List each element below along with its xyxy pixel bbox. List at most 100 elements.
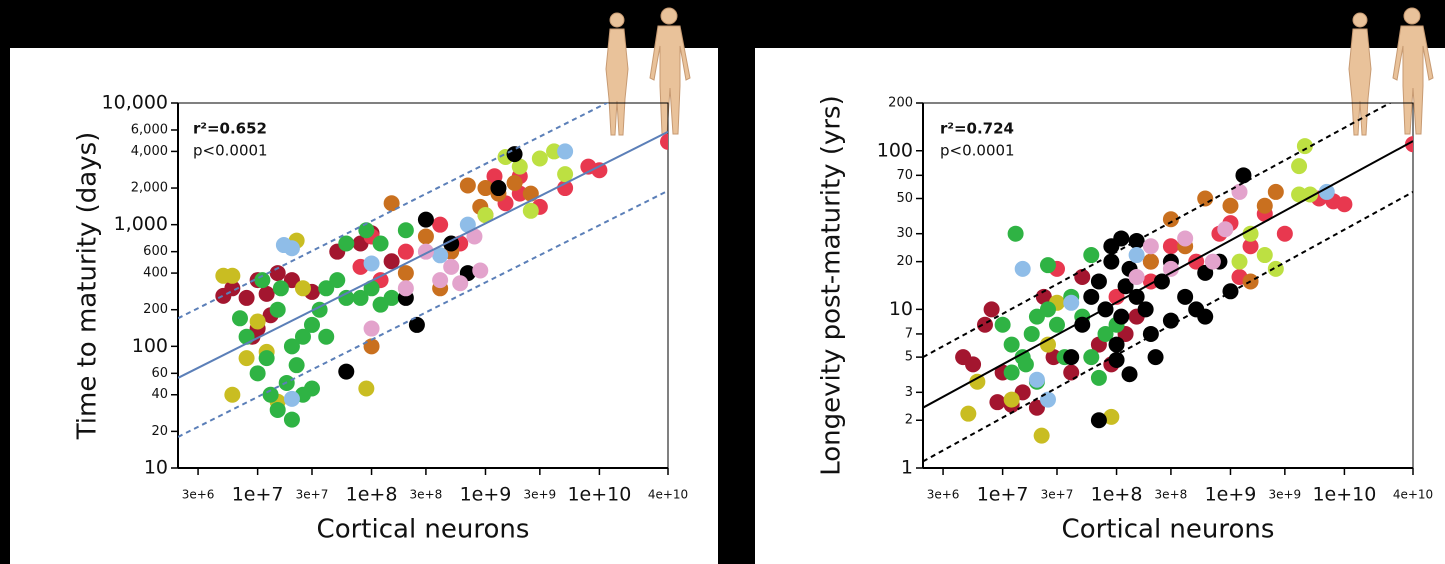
confidence-line [178, 103, 609, 320]
point [557, 143, 574, 160]
y-tick-label: 10,000 [102, 92, 168, 114]
point [283, 240, 300, 257]
y-tick-label: 400 [143, 266, 168, 281]
annotation: r²=0.724 [940, 120, 1014, 138]
point [1090, 412, 1107, 429]
male-figure [649, 7, 691, 135]
point [1063, 294, 1080, 311]
point [1177, 230, 1194, 247]
point [1113, 308, 1130, 325]
point [1014, 260, 1031, 277]
point [1023, 325, 1040, 342]
point [1063, 349, 1080, 366]
point [1003, 391, 1020, 408]
point [1103, 253, 1120, 270]
x-tick-label: 1e+7 [977, 484, 1029, 506]
point [1162, 238, 1179, 255]
point [288, 357, 305, 374]
point [269, 301, 286, 318]
annotation: p<0.0001 [193, 142, 268, 160]
point [1197, 308, 1214, 325]
point [511, 158, 528, 175]
y-tick-label: 10 [144, 457, 168, 479]
y-tick-label: 7 [905, 326, 913, 341]
point [1128, 268, 1145, 285]
point [1142, 253, 1159, 270]
x-axis-title: Cortical neurons [317, 515, 530, 545]
x-tick-label: 1e+9 [1205, 484, 1257, 506]
point [1121, 366, 1138, 383]
regression-line [178, 130, 668, 379]
point [432, 247, 449, 264]
x-tick-label: 1e+8 [346, 484, 398, 506]
point [1074, 316, 1091, 333]
point [522, 185, 539, 202]
point [1162, 211, 1179, 228]
point [1162, 260, 1179, 277]
point [969, 373, 986, 390]
point [1108, 336, 1125, 353]
point [1177, 288, 1194, 305]
y-tick-label: 2,000 [131, 181, 168, 196]
point [1017, 356, 1034, 373]
point [338, 289, 355, 306]
point [546, 143, 563, 160]
confidence-line [178, 189, 668, 438]
x-tick-label: 3e+9 [1268, 488, 1301, 502]
y-axis-title: Time to maturity (days) [73, 132, 103, 441]
point [358, 222, 375, 239]
point [1028, 371, 1045, 388]
y-tick-label: 1 [901, 457, 913, 479]
y-tick-label: 50 [896, 191, 913, 206]
point [1117, 278, 1134, 295]
y-tick-label: 200 [888, 96, 913, 111]
y-tick-label: 70 [896, 168, 913, 183]
point [506, 146, 523, 163]
point [1267, 183, 1284, 200]
point [303, 380, 320, 397]
point [965, 356, 982, 373]
point [363, 280, 380, 297]
point [417, 211, 434, 228]
point [1296, 138, 1313, 155]
x-tick-label: 4e+10 [1393, 488, 1433, 502]
point [1336, 196, 1353, 213]
point [338, 363, 355, 380]
x-tick-label: 3e+9 [523, 488, 556, 502]
x-tick-label: 1e+10 [567, 484, 631, 506]
point [258, 350, 275, 367]
x-tick-label: 1e+9 [460, 484, 512, 506]
point [660, 133, 668, 150]
y-tick-label: 100 [132, 335, 168, 357]
point [269, 265, 286, 282]
point [1222, 197, 1239, 214]
point [1231, 183, 1248, 200]
point [1048, 316, 1065, 333]
point [1083, 288, 1100, 305]
point [522, 202, 539, 219]
point [1035, 288, 1052, 305]
point [352, 289, 369, 306]
female-figure [605, 12, 629, 136]
point [1007, 225, 1024, 242]
chart: 10 20 40 60 100 200 400 600 1,000 2,000 4,000 6,000… [73, 92, 689, 545]
y-tick-label: 600 [143, 244, 168, 259]
point [1256, 197, 1273, 214]
y-tick-label: 5 [905, 350, 913, 365]
point [383, 253, 400, 270]
y-tick-label: 30 [896, 226, 913, 241]
point [254, 272, 271, 289]
x-tick-label: 3e+7 [1041, 488, 1074, 502]
chart: 1 2 3 5 7 10 20 30 50 70 100 200 3e+6 1e+7 3e+7 1e+8 3e+… [817, 95, 1434, 544]
point [1045, 349, 1062, 366]
point [224, 386, 241, 403]
point [1103, 408, 1120, 425]
point [459, 177, 476, 194]
point [1231, 253, 1248, 270]
point [1074, 268, 1091, 285]
confidence-line [923, 103, 1393, 359]
point [1083, 247, 1100, 264]
point [1197, 264, 1214, 281]
plot-area [178, 103, 668, 438]
